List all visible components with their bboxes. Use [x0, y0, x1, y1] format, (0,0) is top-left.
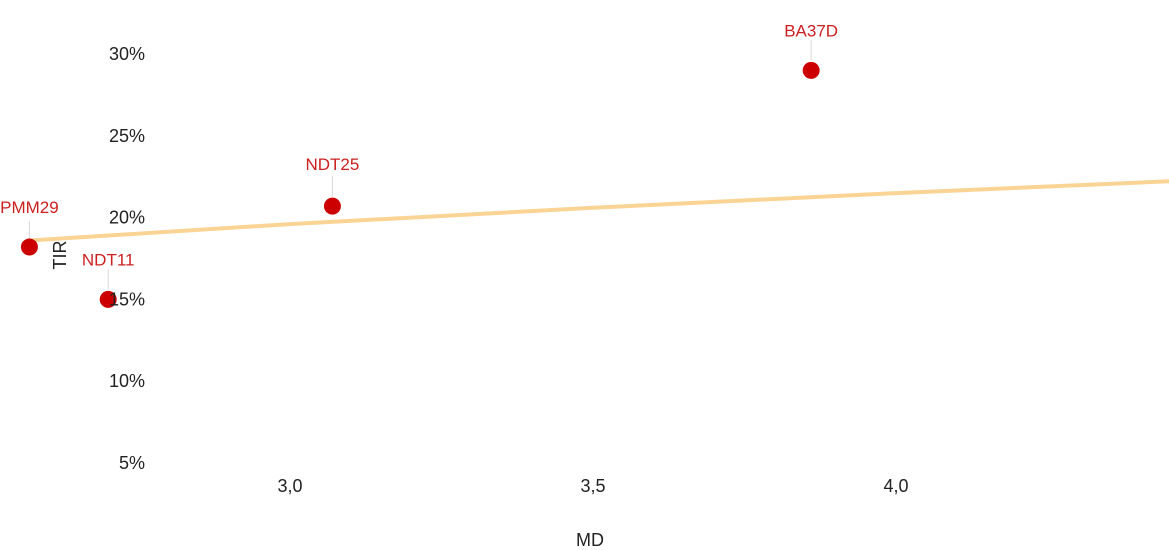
y-tick-label: 5% [119, 453, 145, 473]
scatter-point[interactable] [20, 238, 38, 256]
y-tick-label: 15% [109, 289, 145, 309]
x-tick-layer: 3,03,54,04,55,05,5 [277, 476, 908, 496]
x-tick-label: 4,0 [883, 476, 908, 496]
point-label: PMM29 [0, 198, 59, 217]
scatter-point[interactable] [323, 197, 341, 215]
y-tick-label: 20% [109, 208, 145, 228]
point-layer [20, 61, 820, 308]
scatter-point[interactable] [802, 61, 820, 79]
x-tick-label: 3,5 [580, 476, 605, 496]
y-tick-label: 25% [109, 126, 145, 146]
trendline-layer [27, 179, 1169, 243]
y-tick-label: 10% [109, 371, 145, 391]
x-axis-title: MD [576, 530, 604, 550]
trendline [27, 179, 1169, 243]
point-label-layer: PMM29NDT11NDT25BA37DBB37DBC37D [0, 21, 838, 269]
leader-line-layer [28, 40, 812, 290]
point-label: NDT11 [82, 250, 135, 269]
x-tick-label: 3,0 [277, 476, 302, 496]
y-axis-title: TIR [50, 241, 70, 270]
point-label: NDT25 [305, 155, 359, 174]
scatter-point[interactable] [99, 290, 117, 308]
y-tick-label: 30% [109, 44, 145, 64]
y-tick-layer: 5% 10% 15% 20% 25% 30% [109, 44, 145, 473]
point-label: BA37D [784, 21, 838, 40]
